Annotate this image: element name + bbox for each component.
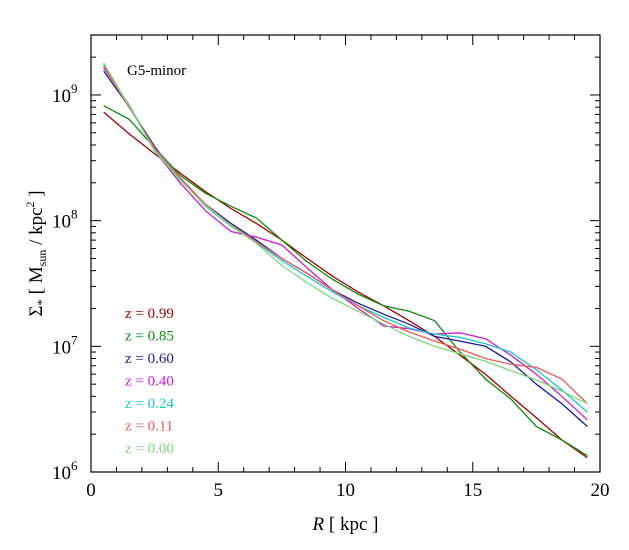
x-axis-label: R [ kpc ]: [312, 514, 379, 535]
axis-layer: 0 5 10 15 20 106 107 108 109: [52, 34, 610, 501]
x-axis-unit-text: [ kpc ]: [329, 514, 379, 535]
chart-annotation: G5-minor: [127, 63, 186, 79]
series-line-6: [103, 62, 588, 405]
series-line-0: [103, 111, 588, 459]
y-axis-mid: / kpc: [26, 207, 47, 249]
y-axis-star: *: [34, 299, 49, 306]
series-line-4: [103, 64, 588, 413]
y-tick-label: 108: [52, 207, 78, 233]
x-tick-label: 15: [463, 480, 482, 501]
y-tick-label: 107: [52, 332, 78, 358]
y-axis-label: Σ* [ Msun / kpc2 ]: [23, 190, 49, 316]
series-layer: [103, 62, 588, 459]
legend-entry-0: z = 0.99: [125, 306, 174, 322]
y-axis-close: ]: [26, 190, 47, 201]
x-tick-label: 0: [86, 480, 96, 501]
legend-entry-3: z = 0.40: [125, 374, 174, 390]
legend-entry-4: z = 0.24: [125, 396, 174, 412]
y-tick-label: 109: [52, 81, 78, 107]
series-line-1: [103, 105, 588, 457]
series-line-5: [103, 65, 588, 405]
y-axis-sigma: Σ: [26, 306, 47, 317]
y-axis-sub: sun: [35, 250, 49, 267]
x-tick-label: 10: [336, 480, 355, 501]
x-tick-label: 20: [591, 480, 610, 501]
y-axis-sup: 2: [23, 201, 37, 207]
legend-entry-5: z = 0.11: [125, 419, 173, 435]
x-tick-label: 5: [214, 480, 224, 501]
legend-entry-6: z = 0.00: [125, 441, 174, 457]
series-line-2: [103, 70, 588, 427]
legend-entry-2: z = 0.60: [125, 351, 174, 367]
x-axis-variable: R: [312, 514, 325, 535]
y-tick-label: 106: [52, 458, 78, 484]
legend: z = 0.99 z = 0.85 z = 0.60 z = 0.40 z = 0.24…: [125, 306, 174, 457]
legend-entry-1: z = 0.85: [125, 329, 174, 345]
series-line-3: [103, 67, 588, 421]
y-axis-open: [ M: [26, 266, 47, 299]
